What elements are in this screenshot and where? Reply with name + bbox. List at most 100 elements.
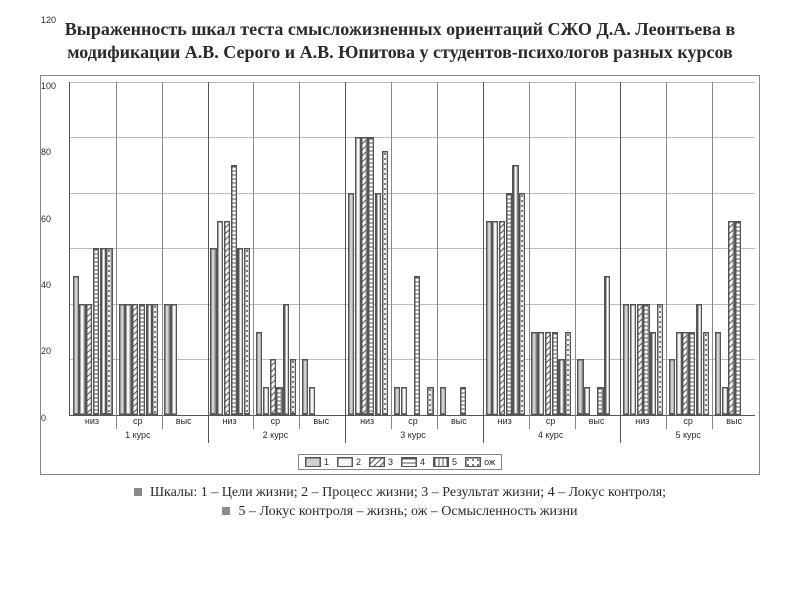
bar-cluster [529, 82, 575, 415]
x-course-label: 5 курс [675, 430, 700, 440]
bar [283, 304, 289, 415]
bar [414, 276, 420, 415]
bar [545, 332, 551, 415]
legend-item: ож [465, 457, 495, 467]
bar [139, 304, 145, 415]
bar [722, 387, 728, 415]
x-course-label: 3 курс [400, 430, 425, 440]
bar-cluster [253, 82, 299, 415]
bar [604, 276, 610, 415]
bar [657, 304, 663, 415]
legend-label: 5 [452, 457, 457, 467]
bar [79, 304, 85, 415]
bar [558, 359, 564, 415]
bar [715, 332, 721, 415]
bar [93, 248, 99, 415]
chart-frame: низсрвыснизсрвыснизсрвыснизсрвыснизсрвыс… [40, 75, 760, 475]
x-course-label: 4 курс [538, 430, 563, 440]
bar [375, 193, 381, 415]
bar [244, 248, 250, 415]
bar [355, 137, 361, 415]
bar [538, 332, 544, 415]
bar [486, 221, 492, 415]
legend-label: 3 [388, 457, 393, 467]
bar [86, 304, 92, 415]
bar [682, 332, 688, 415]
bar [735, 221, 741, 415]
bar [519, 193, 525, 415]
bar [394, 387, 400, 415]
bar [630, 304, 636, 415]
bar-cluster [208, 82, 254, 415]
slide: Выраженность шкал теста смысложизненных … [0, 0, 800, 600]
bar [348, 193, 354, 415]
bar [217, 221, 223, 415]
plot-area [69, 82, 755, 416]
footer-line-2: 5 – Локус контроля – жизнь; ож – Осмысле… [48, 502, 752, 522]
bar [309, 387, 315, 415]
bullet-icon [222, 507, 230, 515]
footer-text-2: 5 – Локус контроля – жизнь; ож – Осмысле… [238, 502, 577, 522]
bar [565, 332, 571, 415]
bar [689, 332, 695, 415]
bar [237, 248, 243, 415]
bar-cluster [483, 82, 529, 415]
footer-text-1: Шкалы: 1 – Цели жизни; 2 – Процесс жизни… [150, 483, 666, 503]
bar [368, 137, 374, 415]
bar-cluster [162, 82, 208, 415]
bar [263, 387, 269, 415]
bar [637, 304, 643, 415]
bar [440, 387, 446, 415]
footer: Шкалы: 1 – Цели жизни; 2 – Процесс жизни… [48, 483, 752, 522]
bar [152, 304, 158, 415]
bar [290, 359, 296, 415]
bar [597, 387, 603, 415]
bar [224, 221, 230, 415]
legend-item: 3 [369, 457, 393, 467]
bar [146, 304, 152, 415]
bar [119, 304, 125, 415]
bar-cluster [299, 82, 345, 415]
bar [623, 304, 629, 415]
bar [164, 304, 170, 415]
bar [676, 332, 682, 415]
y-tick-label: 80 [41, 147, 729, 157]
legend-item: 4 [401, 457, 425, 467]
bar [132, 304, 138, 415]
y-tick-label: 100 [41, 81, 729, 91]
bar [506, 193, 512, 415]
y-tick-label: 0 [41, 413, 729, 423]
legend-item: 5 [433, 457, 457, 467]
bar [361, 137, 367, 415]
bar [73, 276, 79, 415]
bar [669, 359, 675, 415]
x-course-label: 1 курс [125, 430, 150, 440]
bar [643, 304, 649, 415]
legend-item: 2 [337, 457, 361, 467]
bar [210, 248, 216, 415]
bar [460, 387, 466, 415]
bar-cluster [620, 82, 666, 415]
bar [125, 304, 131, 415]
bar-cluster [70, 82, 116, 415]
bar [270, 359, 276, 415]
bar [106, 248, 112, 415]
bar [256, 332, 262, 415]
bar [531, 332, 537, 415]
y-tick-label: 20 [41, 346, 729, 356]
slide-title: Выраженность шкал теста смысложизненных … [38, 18, 762, 65]
bar-cluster [391, 82, 437, 415]
bar [577, 359, 583, 415]
footer-line-1: Шкалы: 1 – Цели жизни; 2 – Процесс жизни… [48, 483, 752, 503]
bar [427, 387, 433, 415]
legend-label: ож [484, 457, 495, 467]
y-tick-label: 120 [41, 15, 729, 25]
bar [584, 387, 590, 415]
bar [276, 387, 282, 415]
y-tick-label: 40 [41, 280, 729, 290]
bar [703, 332, 709, 415]
bar-cluster [712, 82, 758, 415]
bar [100, 248, 106, 415]
legend-label: 2 [356, 457, 361, 467]
legend: 12345ож [298, 454, 502, 470]
